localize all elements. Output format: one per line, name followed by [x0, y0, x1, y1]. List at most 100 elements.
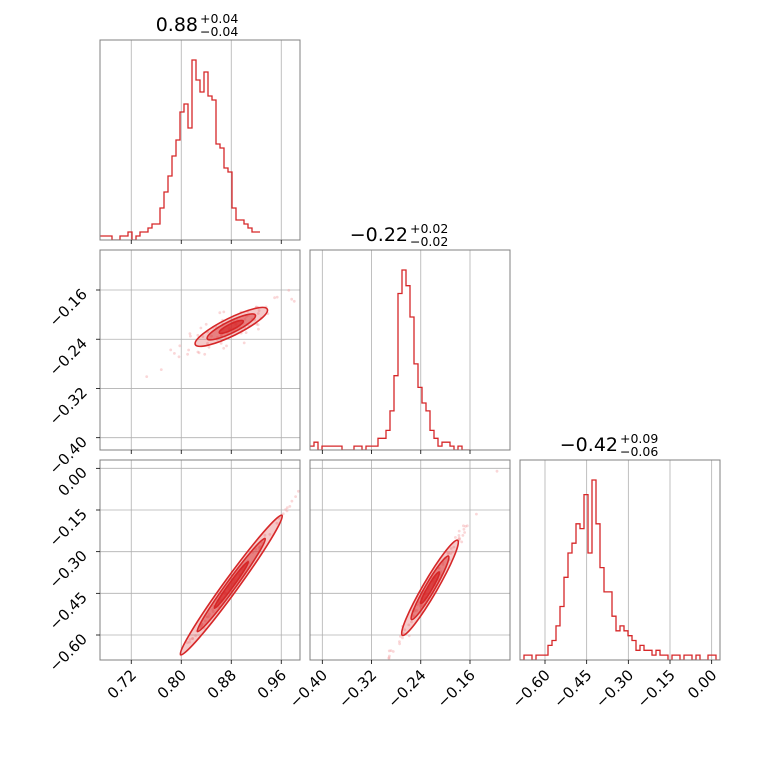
scatter-point: [188, 638, 192, 641]
scatter-point: [210, 334, 213, 338]
histogram-p2: [520, 479, 720, 660]
scatter-point: [457, 529, 461, 533]
scatter-point: [159, 368, 163, 371]
scatter-point: [275, 521, 279, 525]
panel-p0-p1: −0.40−0.32−0.24−0.16: [46, 249, 313, 478]
scatter-point: [354, 415, 357, 418]
scatter-point: [206, 615, 209, 619]
x-tick-label: 0.00: [684, 666, 720, 702]
x-tick-label: −0.16: [434, 666, 479, 711]
scatter-point: [244, 331, 248, 334]
scatter-point: [260, 541, 264, 545]
param-title-median: 0.88: [156, 14, 198, 36]
scatter-point: [199, 624, 203, 628]
scatter-point: [256, 312, 260, 315]
scatter-point: [391, 650, 395, 653]
scatter-point: [254, 547, 258, 551]
x-tick-label: 0.88: [204, 666, 240, 702]
scatter-point: [475, 512, 478, 516]
scatter-point: [287, 288, 291, 292]
scatter-point: [451, 550, 454, 554]
scatter-point: [207, 345, 211, 349]
scatter-point: [403, 628, 407, 632]
scatter-point: [458, 537, 462, 541]
scatter-point: [310, 281, 313, 284]
scatter-point: [207, 614, 211, 618]
scatter-point: [186, 641, 189, 645]
scatter-point: [290, 499, 294, 503]
scatter-point: [284, 508, 287, 511]
scatter-point: [421, 604, 424, 607]
y-tick-label: −0.16: [46, 285, 91, 330]
param-title-median: −0.22: [350, 224, 408, 246]
scatter-point: [268, 533, 272, 536]
scatter-point: [196, 333, 200, 337]
x-tick-label: −0.45: [550, 666, 595, 711]
scatter-point: [387, 664, 390, 667]
scatter-point: [206, 341, 209, 345]
scatter-point: [290, 297, 294, 301]
scatter-point: [197, 351, 201, 355]
scatter-point: [203, 352, 207, 356]
x-tick-label: −0.30: [592, 666, 637, 711]
scatter-point: [211, 608, 215, 611]
scatter-point: [201, 335, 205, 338]
x-tick-label: 0.80: [154, 666, 190, 702]
scatter-point: [173, 352, 176, 355]
scatter-point: [162, 675, 165, 678]
scatter-point: [189, 334, 192, 338]
x-tick-label: −0.60: [509, 666, 554, 711]
scatter-point: [399, 635, 402, 638]
scatter-point: [462, 524, 465, 528]
scatter-point: [218, 311, 222, 315]
x-tick-label: 0.96: [254, 666, 290, 702]
scatter-point: [452, 545, 456, 549]
scatter-point: [447, 551, 450, 555]
scatter-point: [398, 640, 401, 643]
panel-frame: [309, 249, 511, 451]
scatter-point: [132, 715, 135, 718]
scatter-point: [186, 352, 190, 356]
scatter-point: [187, 348, 191, 352]
scatter-point: [188, 640, 192, 644]
scatter-point: [441, 563, 445, 566]
panel-frame: [99, 249, 301, 451]
scatter-point: [199, 626, 203, 629]
scatter-point: [172, 662, 175, 665]
param-title-plus: +0.02: [410, 221, 448, 236]
scatter-point: [194, 634, 198, 637]
scatter-point: [200, 623, 204, 626]
scatter-point: [273, 296, 276, 300]
scatter-point: [463, 531, 466, 534]
scatter-point: [307, 480, 310, 483]
scatter-point: [464, 525, 467, 528]
scatter-point: [257, 546, 261, 549]
panel-frame: [309, 459, 511, 661]
scatter-point: [401, 636, 404, 640]
panel-p0-p0: 0.88 +0.04−0.04: [99, 11, 301, 244]
scatter-point: [281, 512, 285, 516]
scatter-point: [407, 623, 411, 627]
scatter-point: [460, 540, 464, 544]
scatter-point: [150, 697, 153, 700]
scatter-point: [242, 341, 246, 345]
panel-p1-p2: −0.40 −0.32 −0.24 −0.16: [286, 459, 511, 711]
y-tick-label: −0.45: [46, 588, 91, 633]
scatter-point: [188, 332, 192, 335]
panel-frame: [99, 39, 301, 241]
param-title-minus: −0.04: [200, 24, 238, 39]
scatter-point: [401, 632, 405, 635]
panel-frame: [99, 459, 301, 661]
scatter-point: [447, 551, 451, 554]
x-tick-label: −0.32: [335, 666, 380, 711]
scatter-point: [317, 463, 320, 466]
scatter-point: [275, 295, 279, 299]
scatter-point: [219, 342, 223, 345]
param-title-minus: −0.06: [620, 444, 658, 459]
scatter-point: [297, 489, 300, 493]
y-tick-label: −0.32: [46, 384, 91, 429]
scatter-point: [220, 333, 223, 337]
contour-level-3: [218, 319, 245, 335]
scatter-point: [419, 604, 423, 608]
